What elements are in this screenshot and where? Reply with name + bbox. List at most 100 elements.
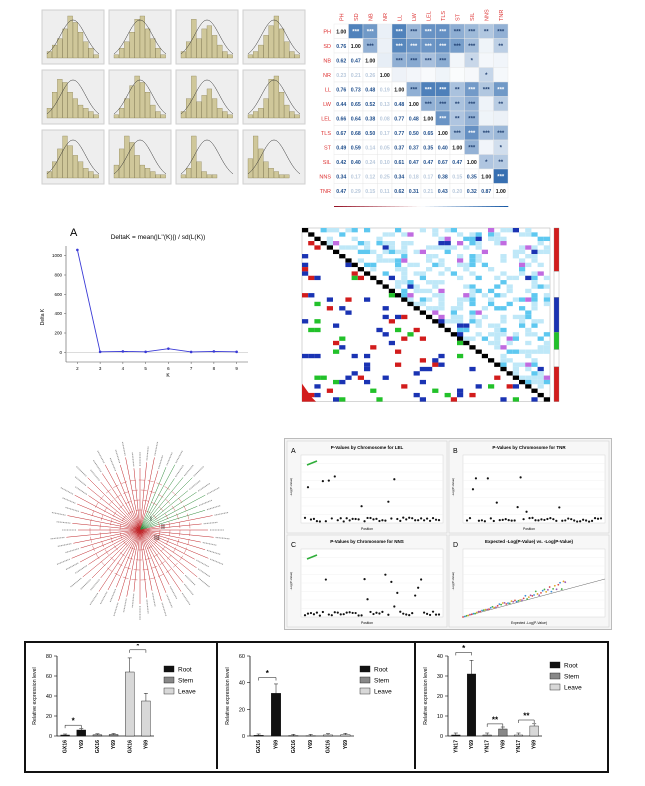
colorbar-segment (373, 206, 378, 212)
deltak-chart: A DeltaK = mean(|L''(K)|) / sd(L(K)) K D… (28, 222, 254, 382)
significance-mark: *** (454, 29, 462, 35)
legend-label: Leave (178, 689, 196, 696)
histogram-bar (284, 41, 290, 59)
qq-point (533, 594, 535, 596)
histogram-bar (217, 108, 223, 119)
corr-cell (449, 52, 465, 68)
colorbar-segment (360, 206, 365, 212)
matrix-cell (525, 379, 532, 385)
matrix-cell (488, 323, 495, 328)
significance-label: * (136, 644, 140, 650)
significance-mark: *** (439, 87, 447, 93)
matrix-cell (339, 306, 346, 311)
tree-branch (88, 495, 111, 511)
snp-point (387, 613, 390, 616)
matrix-cell (500, 314, 507, 320)
matrix-cell (302, 254, 309, 259)
matrix-cell (531, 332, 538, 337)
leaf-label-mark (203, 521, 218, 525)
matrix-cell (475, 254, 482, 259)
qq-point (474, 612, 477, 615)
matrix-cell (531, 271, 538, 276)
y-tick-label: 400 (54, 311, 62, 316)
leaf-label-mark (115, 449, 121, 464)
matrix-cell (326, 241, 333, 246)
matrix-cell (519, 314, 526, 320)
matrix-cell (531, 258, 538, 263)
colorbar-segment (368, 206, 374, 212)
histogram-bar (145, 28, 151, 59)
matrix-cell (395, 258, 402, 263)
matrix-cell (450, 319, 457, 324)
significance-bracket (455, 652, 472, 656)
matrix-cell (469, 293, 476, 298)
snp-point (360, 505, 363, 508)
snp-point (585, 519, 588, 522)
matrix-cell (469, 288, 476, 294)
matrix-cell (457, 275, 464, 281)
matrix-cell (370, 267, 377, 272)
matrix-cell (401, 254, 408, 259)
histogram-bar (155, 111, 161, 119)
qq-point (519, 599, 522, 601)
y-tick-label: 60 (239, 654, 245, 660)
matrix-cell (438, 236, 445, 242)
y-axis-label: Relative expression level (225, 667, 231, 724)
matrix-cell (364, 245, 371, 250)
density-curve (113, 139, 167, 174)
diagonal-cell (370, 275, 377, 281)
tree-branch (142, 553, 147, 598)
x-tick-label: Y69 (500, 740, 506, 749)
histogram-bar (67, 92, 73, 119)
significance-mark: *** (483, 131, 491, 137)
histogram-bar (46, 171, 52, 179)
group-label-1: I (150, 516, 152, 523)
histogram-bar (180, 174, 186, 179)
legend-swatch (163, 676, 175, 684)
matrix-cell (345, 297, 352, 302)
matrix-cell (339, 245, 346, 250)
significance-mark: *** (468, 44, 476, 50)
tree-branch (139, 519, 166, 531)
leaf-label-mark (169, 586, 178, 600)
scale-segment (553, 349, 560, 368)
manhattan-title: P-Values by Chromosome for NNS (330, 539, 404, 544)
qq-xlabel: Expected -Log(P-Value) (511, 621, 547, 625)
y-tick-label: 60 (46, 674, 52, 680)
matrix-cell (512, 336, 519, 341)
histogram-bar (191, 19, 197, 59)
matrix-cell (401, 271, 408, 276)
matrix-cell (426, 258, 433, 263)
matrix-cell (512, 362, 519, 367)
matrix-cell (401, 241, 408, 246)
qq-point (481, 609, 483, 612)
leaf-label-mark (70, 577, 82, 588)
qq-point (482, 609, 485, 612)
snp-point (477, 519, 481, 522)
corr-value: 0.76 (336, 44, 346, 50)
x-tick-label: 6 (167, 366, 170, 371)
matrix-cell (364, 379, 371, 385)
matrix-cell (388, 340, 395, 346)
legend-swatch (359, 687, 371, 695)
histogram-bar (93, 174, 99, 179)
colorbar-segment (377, 206, 383, 212)
matrix-cell (382, 241, 389, 246)
matrix-cell (382, 249, 389, 255)
snp-point (513, 519, 516, 522)
snp-point (552, 518, 555, 521)
diagonal-cell (320, 241, 327, 246)
diagonal-cell (450, 332, 457, 337)
matrix-cell (531, 323, 538, 328)
snp-point (303, 614, 307, 617)
x-tick-label: GX16 (127, 740, 133, 753)
snp-point (354, 517, 357, 521)
matrix-cell (488, 232, 495, 237)
matrix-cell (419, 297, 426, 302)
snp-point (306, 612, 310, 615)
matrix-cell (450, 310, 457, 315)
matrix-cell (494, 332, 501, 337)
matrix-cell (419, 288, 426, 294)
matrix-cell (345, 375, 352, 380)
diagonal-cell (326, 245, 333, 250)
